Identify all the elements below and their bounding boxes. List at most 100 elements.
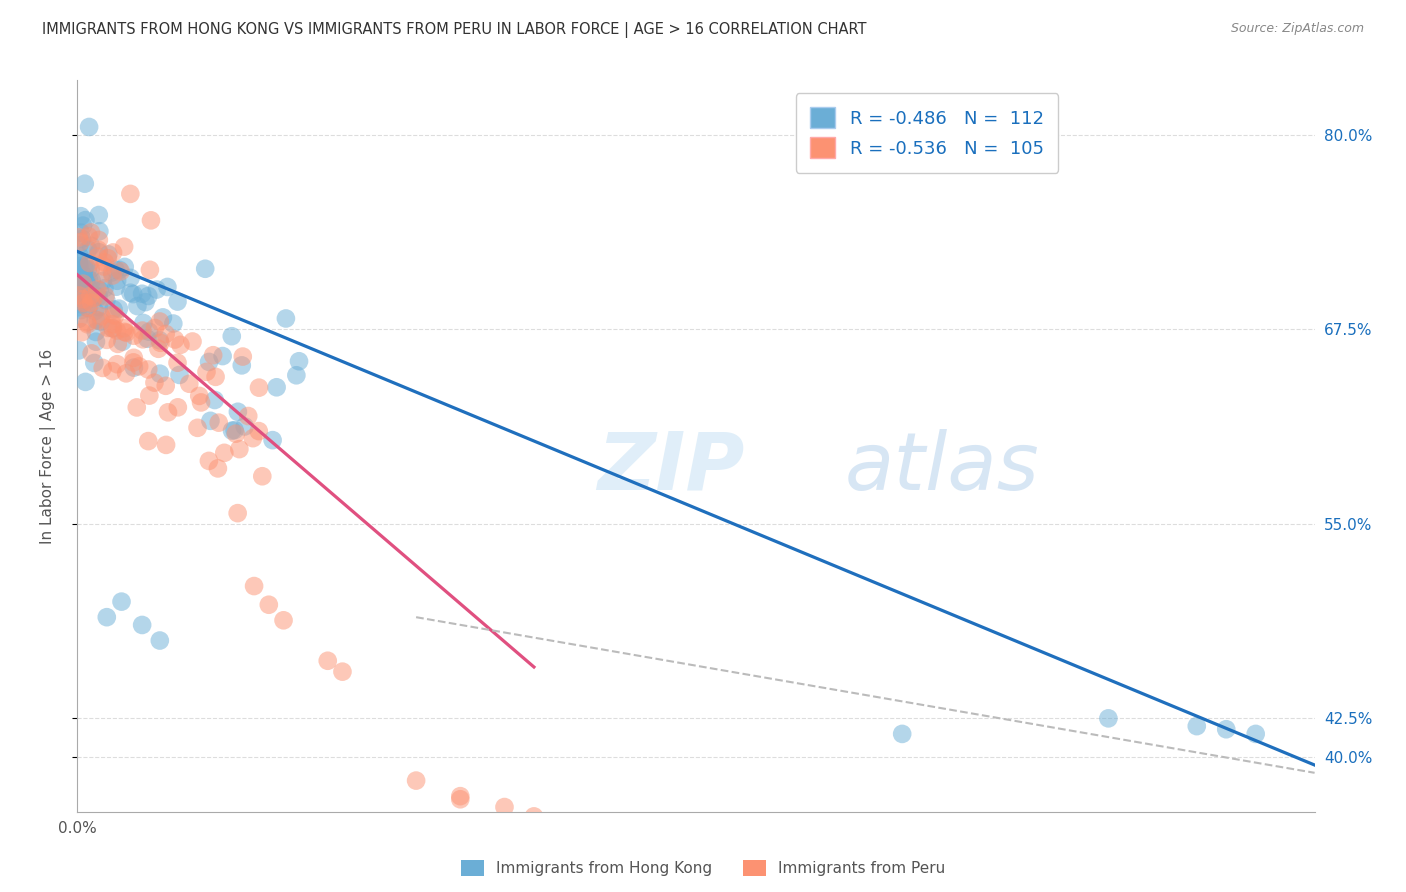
Point <box>75 375 97 389</box>
Point <box>143 321 166 335</box>
Point <box>202 348 225 362</box>
Point <box>103 302 125 317</box>
Point <box>87 208 110 222</box>
Point <box>163 333 186 347</box>
Point <box>194 261 217 276</box>
Point <box>204 392 226 407</box>
Point <box>72 277 94 291</box>
Point <box>143 376 166 390</box>
Point <box>155 438 177 452</box>
Point <box>67 284 90 298</box>
Point <box>73 296 96 310</box>
Point <box>115 367 138 381</box>
Text: IMMIGRANTS FROM HONG KONG VS IMMIGRANTS FROM PERU IN LABOR FORCE | AGE > 16 CORR: IMMIGRANTS FROM HONG KONG VS IMMIGRANTS … <box>42 22 866 38</box>
Point <box>226 506 249 520</box>
Point <box>148 342 170 356</box>
Point <box>70 287 93 301</box>
Point <box>69 235 91 249</box>
Point <box>288 354 311 368</box>
Point <box>188 389 211 403</box>
Point <box>214 446 236 460</box>
Point <box>108 263 131 277</box>
Point <box>125 401 148 415</box>
Point <box>136 362 159 376</box>
Point <box>131 286 153 301</box>
Text: Source: ZipAtlas.com: Source: ZipAtlas.com <box>1230 22 1364 36</box>
Point <box>91 360 114 375</box>
Point <box>87 313 110 327</box>
Point <box>198 355 221 369</box>
Point <box>83 356 105 370</box>
Point <box>87 300 110 314</box>
Point <box>70 232 93 246</box>
Point <box>274 311 297 326</box>
Point <box>97 321 120 335</box>
Point <box>69 249 91 263</box>
Point <box>83 291 105 305</box>
Point <box>155 326 177 341</box>
Point <box>238 409 260 423</box>
Point <box>1185 719 1208 733</box>
Point <box>156 405 179 419</box>
Point <box>97 251 120 265</box>
Point <box>247 424 270 438</box>
Point <box>156 280 179 294</box>
Point <box>87 233 110 247</box>
Point <box>75 274 97 288</box>
Point <box>72 268 94 282</box>
Point <box>221 424 243 438</box>
Point <box>75 293 97 308</box>
Point <box>101 245 124 260</box>
Point <box>80 346 103 360</box>
Point <box>211 349 233 363</box>
Point <box>316 654 339 668</box>
Point <box>67 230 90 244</box>
Point <box>101 321 124 335</box>
Point <box>449 789 471 804</box>
Point <box>1215 723 1237 737</box>
Point <box>111 334 134 349</box>
Point <box>138 388 160 402</box>
Point <box>70 226 93 240</box>
Point <box>105 279 128 293</box>
Point <box>232 350 254 364</box>
Point <box>104 309 127 323</box>
Point <box>101 364 124 378</box>
Point <box>112 321 135 335</box>
Point <box>186 421 208 435</box>
Point <box>76 275 98 289</box>
Point <box>247 381 270 395</box>
Point <box>101 321 124 335</box>
Point <box>87 245 110 260</box>
Point <box>132 316 155 330</box>
Point <box>169 338 191 352</box>
Point <box>132 332 155 346</box>
Point <box>91 267 114 281</box>
Point <box>73 177 96 191</box>
Point <box>122 360 145 375</box>
Point <box>149 633 172 648</box>
Point <box>84 334 107 349</box>
Point <box>96 293 118 308</box>
Point <box>128 359 150 374</box>
Point <box>75 273 97 287</box>
Point <box>73 260 96 275</box>
Point <box>72 219 94 233</box>
Point <box>181 334 204 349</box>
Point <box>122 328 145 343</box>
Point <box>139 262 162 277</box>
Point <box>107 337 129 351</box>
Point <box>76 318 98 332</box>
Point <box>75 213 97 227</box>
Point <box>208 416 231 430</box>
Point <box>332 665 354 679</box>
Point <box>207 461 229 475</box>
Point <box>96 333 118 347</box>
Point <box>67 300 90 314</box>
Point <box>131 618 153 632</box>
Point <box>162 317 184 331</box>
Point <box>122 287 145 301</box>
Point <box>242 431 264 445</box>
Point <box>97 247 120 261</box>
Point <box>134 295 156 310</box>
